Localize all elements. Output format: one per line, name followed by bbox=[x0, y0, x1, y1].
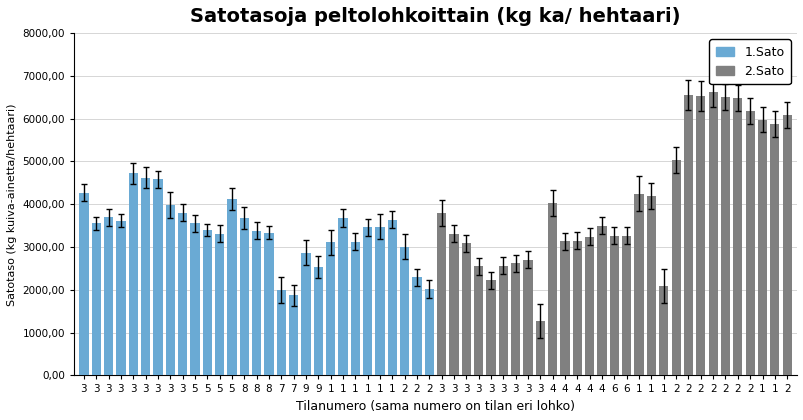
Bar bbox=[177, 213, 187, 375]
Bar bbox=[585, 237, 593, 375]
Bar bbox=[597, 226, 606, 375]
X-axis label: Tilanumero (sama numero on tilan eri lohko): Tilanumero (sama numero on tilan eri loh… bbox=[296, 400, 574, 413]
Bar bbox=[498, 266, 507, 375]
Bar bbox=[288, 295, 298, 375]
Bar bbox=[251, 231, 261, 375]
Title: Satotasoja peltolohkoittain (kg ka/ hehtaari): Satotasoja peltolohkoittain (kg ka/ heht… bbox=[190, 7, 680, 26]
Bar bbox=[572, 241, 581, 375]
Bar bbox=[757, 120, 766, 375]
Bar bbox=[683, 95, 692, 375]
Bar bbox=[326, 242, 335, 375]
Bar bbox=[190, 223, 199, 375]
Bar bbox=[400, 247, 409, 375]
Bar bbox=[141, 178, 150, 375]
Bar bbox=[276, 290, 286, 375]
Bar bbox=[165, 205, 175, 375]
Bar bbox=[646, 196, 655, 375]
Bar bbox=[720, 97, 729, 375]
Bar bbox=[474, 266, 483, 375]
Bar bbox=[658, 286, 667, 375]
Bar bbox=[449, 234, 458, 375]
Bar bbox=[535, 321, 544, 375]
Bar bbox=[387, 220, 397, 375]
Bar bbox=[622, 236, 630, 375]
Bar bbox=[214, 234, 224, 375]
Bar bbox=[227, 199, 236, 375]
Bar bbox=[634, 194, 643, 375]
Bar bbox=[548, 203, 556, 375]
Bar bbox=[523, 260, 532, 375]
Bar bbox=[695, 96, 704, 375]
Bar bbox=[609, 236, 618, 375]
Bar bbox=[301, 253, 310, 375]
Bar bbox=[744, 111, 754, 375]
Bar bbox=[437, 213, 446, 375]
Bar bbox=[781, 115, 791, 375]
Bar bbox=[116, 220, 125, 375]
Bar bbox=[375, 226, 384, 375]
Legend: 1.Sato, 2.Sato: 1.Sato, 2.Sato bbox=[708, 39, 790, 84]
Bar bbox=[363, 227, 372, 375]
Bar bbox=[424, 289, 434, 375]
Bar bbox=[707, 92, 717, 375]
Y-axis label: Satotaso (kg kuiva-ainetta/hehtaari): Satotaso (kg kuiva-ainetta/hehtaari) bbox=[7, 103, 17, 305]
Bar bbox=[461, 243, 471, 375]
Bar bbox=[769, 124, 778, 375]
Bar bbox=[202, 230, 212, 375]
Bar bbox=[79, 193, 88, 375]
Bar bbox=[104, 217, 113, 375]
Bar bbox=[732, 98, 741, 375]
Bar bbox=[313, 267, 323, 375]
Bar bbox=[92, 223, 100, 375]
Bar bbox=[511, 263, 520, 375]
Bar bbox=[486, 281, 495, 375]
Bar bbox=[239, 218, 249, 375]
Bar bbox=[671, 160, 680, 375]
Bar bbox=[264, 233, 273, 375]
Bar bbox=[412, 278, 421, 375]
Bar bbox=[153, 179, 162, 375]
Bar bbox=[350, 242, 360, 375]
Bar bbox=[560, 241, 569, 375]
Bar bbox=[128, 173, 137, 375]
Bar bbox=[338, 218, 347, 375]
